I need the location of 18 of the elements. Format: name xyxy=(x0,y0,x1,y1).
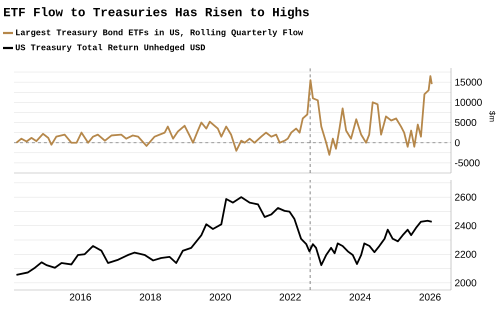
y-tick-label: 2000 xyxy=(455,279,476,286)
legend-label: US Treasury Total Return Unhedged USD xyxy=(16,44,206,52)
y-tick-label: 10000 xyxy=(455,98,482,106)
y-tick-label: -5000 xyxy=(454,159,480,166)
y-tick-label: 0 xyxy=(454,139,460,146)
x-tick-label: 2022 xyxy=(280,294,301,301)
y-tick-label: 15000 xyxy=(455,78,482,86)
x-tick-label: 2018 xyxy=(140,294,161,301)
x-tick-label: 2020 xyxy=(210,294,231,301)
y-tick-label: 2600 xyxy=(455,194,476,201)
legend-label: Largest Treasury Bond ETFs in US, Rolling Quarterly Flow xyxy=(16,28,304,38)
y-tick-label: 2200 xyxy=(455,250,476,258)
x-tick-label: 2016 xyxy=(70,294,92,301)
y-tick-label: 5000 xyxy=(454,119,476,126)
chart-title: ETF Flow to Treasuries Has Risen to Highs xyxy=(4,7,309,19)
y-tick-label: 2400 xyxy=(455,222,476,230)
x-tick-label: 2024 xyxy=(350,294,371,301)
x-tick-label: 2026 xyxy=(419,294,441,301)
